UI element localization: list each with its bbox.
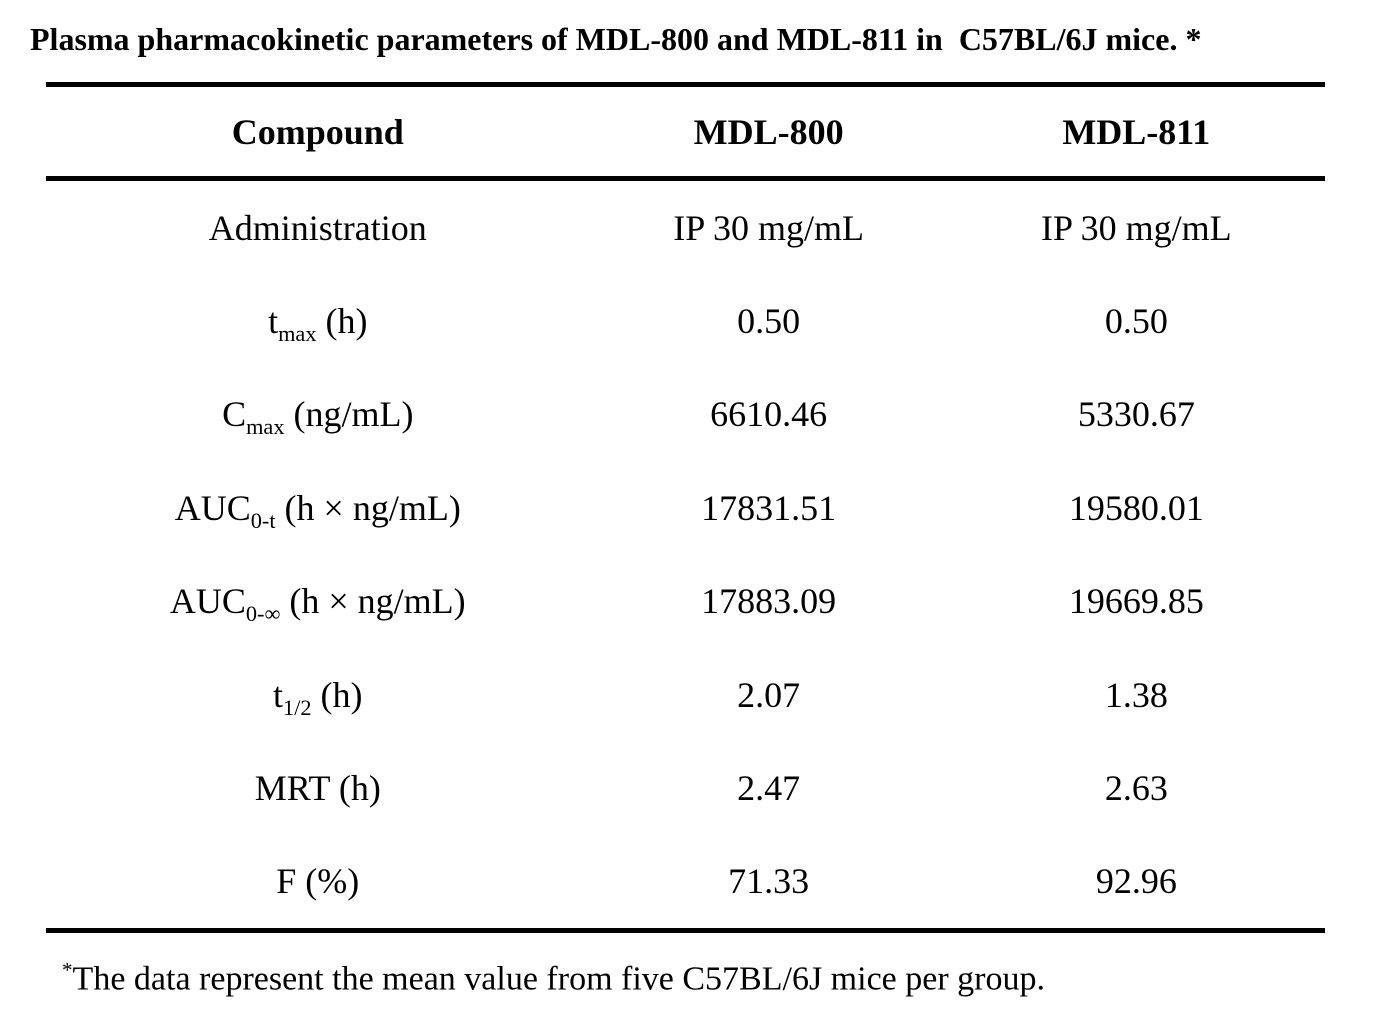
table-row-f: F (%) 71.33 92.96 xyxy=(46,835,1325,928)
param-label-unit: (h) xyxy=(311,674,363,715)
table-body: Administration IP 30 mg/mL IP 30 mg/mL t… xyxy=(46,181,1325,928)
param-label-text: t xyxy=(273,674,284,715)
footnote: *The data represent the mean value from … xyxy=(62,958,1045,1000)
param-label-subscript: 0-∞ xyxy=(245,601,281,627)
mdl800-value: 2.47 xyxy=(737,767,801,808)
param-label: F (%) xyxy=(46,860,590,902)
param-label-unit: (ng/mL) xyxy=(284,394,414,435)
param-label-text: AUC xyxy=(169,581,246,622)
param-label-unit: (h × ng/mL) xyxy=(275,487,461,528)
param-label-subscript: 1/2 xyxy=(283,694,312,720)
param-label-unit: (h) xyxy=(316,301,368,342)
param-label-text: t xyxy=(268,301,279,342)
mdl811-value: 19580.01 xyxy=(1068,487,1204,528)
table-title: Plasma pharmacokinetic parameters of MDL… xyxy=(30,21,1202,57)
table-row-administration: Administration IP 30 mg/mL IP 30 mg/mL xyxy=(46,181,1325,274)
footnote-marker: * xyxy=(62,958,73,982)
table-row-thalf: t1/2 (h) 2.07 1.38 xyxy=(46,648,1325,741)
table-row-cmax: Cmax (ng/mL) 6610.46 5330.67 xyxy=(46,368,1325,461)
col-header-mdl800: MDL-800 xyxy=(693,111,844,152)
table-header-row: Compound MDL-800 MDL-811 xyxy=(46,87,1325,176)
mdl800-value: IP 30 mg/mL xyxy=(673,207,864,248)
table-row-auc0inf: AUC0-∞ (h × ng/mL) 17883.09 19669.85 xyxy=(46,555,1325,648)
param-label-unit: (h × ng/mL) xyxy=(280,581,466,622)
col-header-mdl811: MDL-811 xyxy=(1062,111,1211,152)
mdl800-value: 6610.46 xyxy=(710,394,828,435)
param-label-text: MRT (h) xyxy=(254,767,381,808)
mdl800-value: 17883.09 xyxy=(701,581,837,622)
header-rule xyxy=(46,176,1325,181)
table-row-mrt: MRT (h) 2.47 2.63 xyxy=(46,741,1325,834)
col-header-compound: Compound xyxy=(231,111,404,152)
mdl800-value: 17831.51 xyxy=(701,487,837,528)
mdl811-value: IP 30 mg/mL xyxy=(1040,207,1232,248)
mdl811-value: 0.50 xyxy=(1104,301,1168,342)
param-label-subscript: 0-t xyxy=(250,508,276,533)
param-label-text: C xyxy=(222,394,247,435)
param-label-subscript: max xyxy=(278,321,317,347)
param-label: MRT (h) xyxy=(46,767,590,809)
bottom-rule xyxy=(46,928,1325,933)
param-label: Administration xyxy=(46,207,590,249)
mdl811-value: 19669.85 xyxy=(1068,581,1204,622)
mdl811-value: 1.38 xyxy=(1104,674,1168,715)
table-row-tmax: tmax (h) 0.50 0.50 xyxy=(46,274,1325,367)
mdl800-value: 71.33 xyxy=(728,861,810,902)
mdl811-value: 2.63 xyxy=(1104,767,1168,808)
param-label-text: F (%) xyxy=(276,861,360,902)
table-row-auc0t: AUC0-t (h × ng/mL) 17831.51 19580.01 xyxy=(46,461,1325,554)
param-label: AUC0-∞ (h × ng/mL) xyxy=(46,580,590,625)
param-label-subscript: max xyxy=(246,414,285,440)
mdl811-value: 5330.67 xyxy=(1077,394,1195,435)
param-label: Cmax (ng/mL) xyxy=(46,393,590,438)
top-rule xyxy=(46,82,1325,87)
param-label-text: AUC xyxy=(174,487,251,528)
param-label: tmax (h) xyxy=(46,300,590,345)
mdl811-value: 92.96 xyxy=(1095,861,1177,902)
mdl800-value: 0.50 xyxy=(737,301,801,342)
param-label: AUC0-t (h × ng/mL) xyxy=(46,487,590,532)
param-label-text: Administration xyxy=(208,207,427,248)
mdl800-value: 2.07 xyxy=(737,674,801,715)
param-label: t1/2 (h) xyxy=(46,674,590,719)
footnote-text: The data represent the mean value from f… xyxy=(72,960,1045,998)
